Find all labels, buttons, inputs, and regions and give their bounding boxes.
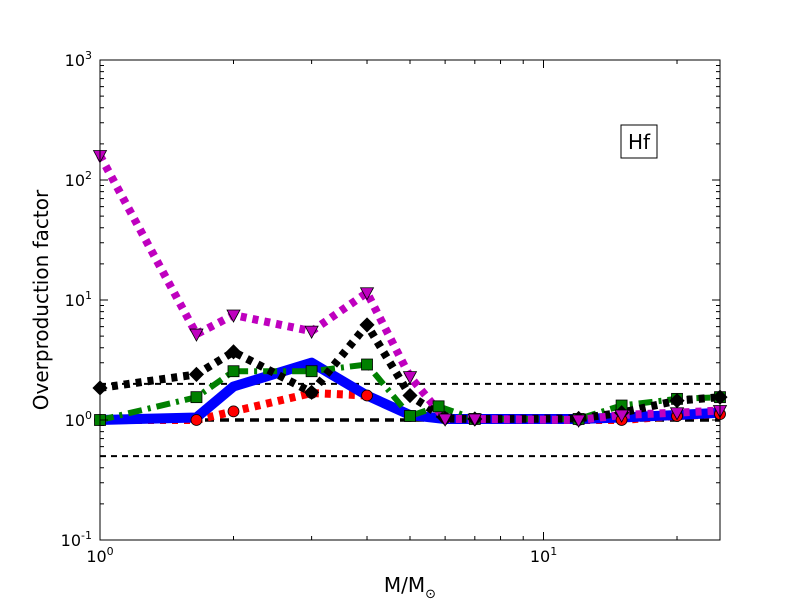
data-point-s2-3 <box>305 365 318 378</box>
data-point-s4-7 <box>467 413 482 427</box>
data-point-s4-6 <box>437 413 453 427</box>
annotation-label: Hf <box>628 130 651 154</box>
data-point-s4-4 <box>359 287 375 301</box>
data-point-s3-5 <box>402 387 418 404</box>
y-tick-label-4: 103 <box>65 49 92 70</box>
data-point-s4-3 <box>304 325 319 339</box>
data-point-s3-4 <box>359 317 375 333</box>
x-tick-label-exponent: 0 <box>107 545 114 558</box>
x-axis-title: M/M⊙ <box>384 573 436 600</box>
y-tick-label-base: 10 <box>65 291 85 310</box>
y-axis-title: Overproduction factor <box>29 189 53 410</box>
y-tick-label-base: 10 <box>65 171 85 190</box>
data-point-s0-2 <box>227 405 240 418</box>
data-point-s4-8 <box>571 414 586 428</box>
x-tick-label-base: 10 <box>530 547 550 566</box>
ticks-layer <box>99 59 720 541</box>
x-tick-label-1: 101 <box>530 545 557 566</box>
y-tick-label-2: 101 <box>65 289 92 310</box>
series-line-3 <box>99 320 721 423</box>
data-point-s2-2 <box>227 365 240 378</box>
y-tick-label-3: 102 <box>65 169 92 190</box>
series-line-1 <box>99 357 721 425</box>
annotation-frame <box>620 124 658 159</box>
y-tick-label-base: 10 <box>61 531 81 550</box>
data-point-s4-2 <box>226 309 241 323</box>
y-tick-label-0: 10-1 <box>61 529 92 550</box>
data-point-s3-2 <box>225 344 242 360</box>
y-tick-label-exponent: 2 <box>85 169 92 182</box>
x-axis-label: M/M <box>384 573 425 597</box>
y-tick-label-base: 10 <box>65 411 85 430</box>
x-tick-label-0: 100 <box>86 545 113 566</box>
data-point-s2-1 <box>190 391 203 404</box>
x-tick-label-exponent: 1 <box>550 545 557 558</box>
data-point-s4-10 <box>669 407 685 421</box>
y-tick-label-exponent: 0 <box>85 409 92 422</box>
series-layer <box>96 153 721 425</box>
x-axis-label-subscript: ⊙ <box>425 587 436 600</box>
y-tick-label-exponent: 1 <box>85 289 92 302</box>
data-point-s4-1 <box>189 328 204 342</box>
data-point-s2-4 <box>361 358 373 371</box>
data-point-s0-4 <box>361 389 373 402</box>
data-point-s4-5 <box>402 371 418 385</box>
y-tick-label-exponent: -1 <box>81 529 92 542</box>
x-tick-label-base: 10 <box>86 547 106 566</box>
y-tick-label-base: 10 <box>65 51 85 70</box>
y-tick-label-exponent: 3 <box>85 49 92 62</box>
data-point-s2-5 <box>404 410 416 422</box>
data-point-s3-3 <box>304 384 320 400</box>
marker-layer <box>92 150 728 428</box>
data-point-s4-9 <box>614 409 629 423</box>
data-point-s2-6 <box>432 400 445 413</box>
annotation-box: Hf <box>620 124 658 159</box>
series-line-2 <box>99 361 721 423</box>
data-point-s0-1 <box>190 414 203 426</box>
data-point-s3-1 <box>188 366 205 382</box>
y-tick-label-1: 100 <box>65 409 92 430</box>
